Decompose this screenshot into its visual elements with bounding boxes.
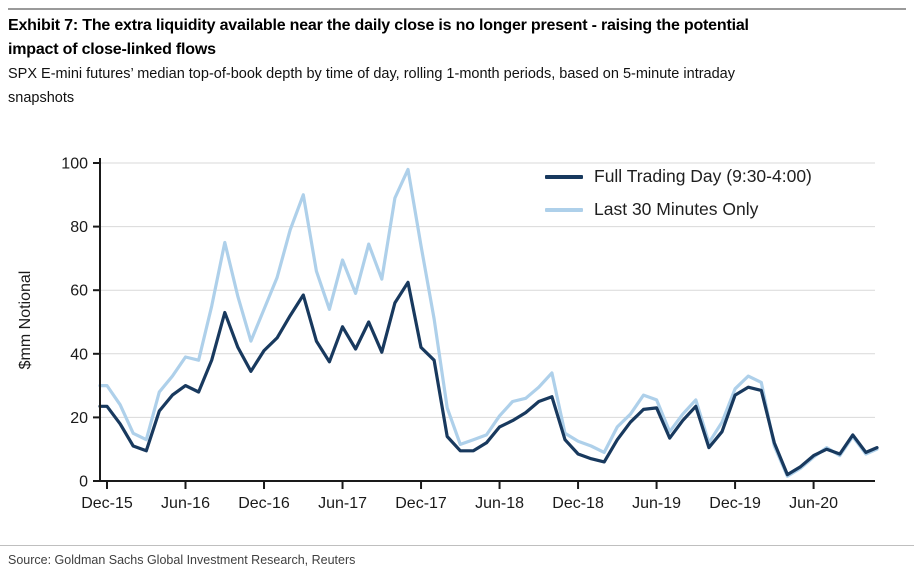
y-tick-label-80: 80 (70, 219, 88, 236)
x-tick-label-Jun-17: Jun-17 (318, 495, 367, 512)
y-tick-label-40: 40 (70, 346, 88, 363)
y-tick-label-20: 20 (70, 410, 88, 427)
y-axis-title: $mm Notional (17, 271, 34, 370)
exhibit-subtitle: SPX E-mini futures’ median top-of-book d… (8, 62, 898, 110)
exhibit-subtitle-line2: snapshots (8, 90, 75, 106)
full-day-series-line (98, 280, 879, 477)
top-divider (8, 8, 906, 10)
x-tick-label-Dec-15: Dec-15 (81, 495, 133, 512)
exhibit-subtitle-line1: SPX E-mini futures’ median top-of-book d… (8, 66, 735, 82)
exhibit-title-line2: impact of close-linked flows (8, 41, 216, 58)
legend-item-full-day: Full Trading Day (9:30-4:00) (545, 160, 812, 193)
last-30-line-swatch (545, 207, 583, 212)
x-tick-label-Dec-17: Dec-17 (395, 495, 447, 512)
source-note: Source: Goldman Sachs Global Investment … (8, 553, 356, 567)
full-day-line-swatch (545, 174, 583, 179)
x-tick-label-Dec-16: Dec-16 (238, 495, 290, 512)
legend-item-last-30: Last 30 Minutes Only (545, 193, 812, 226)
x-tick-label-Dec-18: Dec-18 (552, 495, 604, 512)
source-divider (0, 545, 914, 546)
last-30-series-line (98, 167, 879, 478)
y-tick-label-100: 100 (61, 156, 88, 173)
exhibit-title: Exhibit 7: The extra liquidity available… (8, 14, 898, 62)
exhibit-title-line1: Exhibit 7: The extra liquidity available… (8, 17, 749, 34)
legend-label-last-30: Last 30 Minutes Only (594, 199, 759, 219)
x-tick-label-Dec-19: Dec-19 (709, 495, 761, 512)
y-tick-label-0: 0 (79, 474, 88, 491)
chart-legend: Full Trading Day (9:30-4:00) Last 30 Min… (545, 160, 812, 226)
liquidity-line-chart: 0 20 40 60 80 100 Dec-15 Jun-16 Dec-16 Jun-17 Dec-… (17, 156, 879, 512)
x-tick-label-Jun-16: Jun-16 (161, 495, 210, 512)
y-tick-label-60: 60 (70, 283, 88, 300)
x-tick-label-Jun-18: Jun-18 (475, 495, 524, 512)
legend-label-full-day: Full Trading Day (9:30-4:00) (594, 166, 812, 186)
x-tick-label-Jun-19: Jun-19 (632, 495, 681, 512)
x-tick-label-Jun-20: Jun-20 (789, 495, 838, 512)
